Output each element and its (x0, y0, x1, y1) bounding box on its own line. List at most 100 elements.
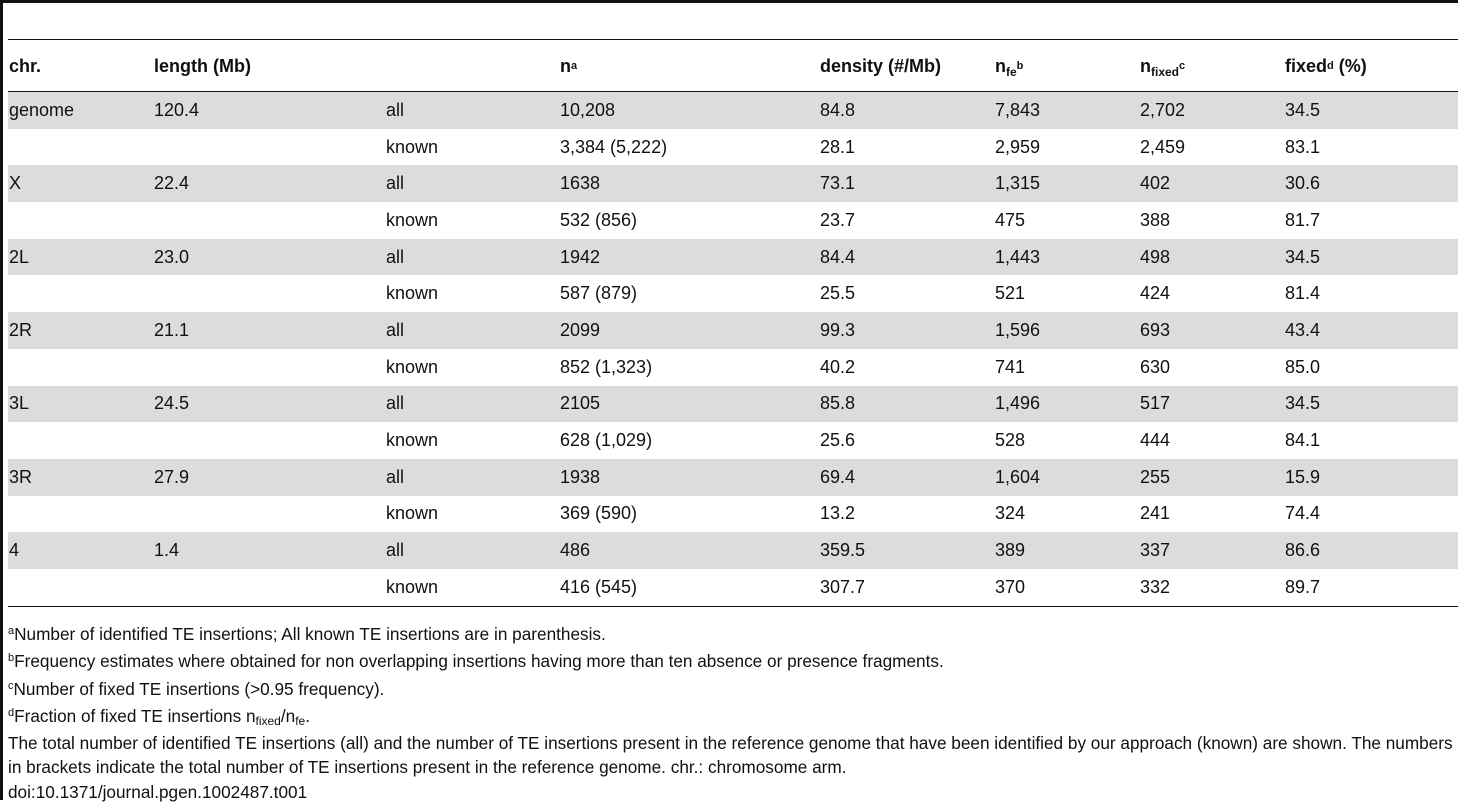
header-type (385, 40, 559, 92)
table-bottom-rule (8, 605, 1458, 607)
cell-nfe: 1,443 (994, 238, 1139, 276)
cell-density: 40.2 (820, 356, 856, 377)
page-left-border (0, 0, 3, 800)
cell-n: 2105 (559, 385, 819, 423)
cell-chr: X (8, 165, 153, 203)
footnote-a: aNumber of identified TE insertions; All… (8, 622, 1456, 649)
cell-n: 852 (1,323) (560, 356, 653, 377)
cell-length: 120.4 (153, 92, 385, 129)
cell-nfe: 528 (995, 430, 1026, 451)
footnote-d-sub-fe: fe (295, 713, 306, 728)
cell-n: 369 (590) (560, 503, 638, 524)
cell-chr: 3L (8, 385, 153, 423)
footnote-a-text: Number of identified TE insertions; All … (14, 624, 606, 644)
cell-chr (8, 569, 153, 606)
table-row: 2L 23.0 all 1942 84.4 1,443 498 34.5 (8, 238, 1458, 276)
cell-chr (8, 129, 153, 166)
cell-chr (8, 496, 153, 533)
header-length: length (Mb) (154, 55, 251, 76)
header-nfe-footnote-mark: b (1016, 59, 1024, 72)
table-row: 3R 27.9 all 1938 69.4 1,604 255 15.9 (8, 458, 1458, 496)
cell-nfe: 1,596 (994, 312, 1139, 349)
cell-length (153, 422, 385, 459)
cell-length (153, 275, 385, 312)
cell-n: 2099 (559, 312, 819, 349)
cell-fixed-percent: 34.5 (1284, 92, 1458, 129)
cell-density: 13.2 (820, 503, 856, 524)
cell-nfixed: 332 (1140, 576, 1171, 597)
cell-n: 1942 (559, 238, 819, 276)
cell-fixed-percent: 34.5 (1284, 238, 1458, 276)
cell-density: 84.4 (819, 238, 994, 276)
table-row: 3L 24.5 all 2105 85.8 1,496 517 34.5 (8, 385, 1458, 423)
table-row: 4 1.4 all 486 359.5 389 337 86.6 (8, 532, 1458, 569)
cell-nfixed: 388 (1140, 209, 1171, 230)
table-row: known 416 (545) 307.7 370 332 89.7 (8, 569, 1458, 606)
footnote-c: cNumber of fixed TE insertions (>0.95 fr… (8, 677, 1456, 704)
cell-nfe: 389 (994, 532, 1139, 569)
cell-type: all (385, 532, 559, 569)
cell-nfixed: 2,702 (1139, 92, 1284, 129)
header-nfe-sub: fe (1006, 64, 1017, 79)
cell-nfe: 521 (995, 283, 1026, 304)
cell-fixed-percent: 83.1 (1285, 136, 1321, 157)
footnote-b-mark: b (8, 652, 15, 665)
cell-chr: 4 (8, 532, 153, 569)
cell-length (153, 349, 385, 386)
cell-nfe: 741 (995, 356, 1026, 377)
table-row: known 628 (1,029) 25.6 528 444 84.1 (8, 422, 1458, 459)
cell-length (153, 202, 385, 239)
table-row: known 3,384 (5,222) 28.1 2,959 2,459 83.1 (8, 129, 1458, 166)
cell-n: 486 (559, 532, 819, 569)
cell-nfixed: 693 (1139, 312, 1284, 349)
table-row: known 587 (879) 25.5 521 424 81.4 (8, 275, 1458, 312)
cell-fixed-percent: 84.1 (1285, 430, 1321, 451)
footnote-d-mid: /n (280, 705, 296, 726)
table-row: known 532 (856) 23.7 475 388 81.7 (8, 202, 1458, 239)
cell-length (153, 129, 385, 166)
footnote-d-text-pre: Fraction of fixed TE insertions n (14, 705, 256, 726)
cell-fixed-percent: 85.0 (1285, 356, 1321, 377)
cell-length: 1.4 (153, 532, 385, 569)
top-rule (0, 0, 1458, 3)
cell-fixed-percent: 89.7 (1285, 576, 1321, 597)
te-insertions-table-container: chr. length (Mb) na density (#/Mb) nfeb … (8, 39, 1458, 607)
cell-length (153, 569, 385, 606)
cell-nfixed: 241 (1140, 503, 1171, 524)
cell-nfe: 1,604 (994, 458, 1139, 496)
cell-nfixed: 255 (1139, 458, 1284, 496)
table-body: genome 120.4 all 10,208 84.8 7,843 2,702 34.5 kn… (8, 92, 1458, 606)
cell-type: all (385, 312, 559, 349)
footnote-c-mark: c (8, 679, 14, 692)
header-nfixed-sub: fixed (1151, 64, 1180, 79)
cell-type: known (386, 503, 439, 524)
cell-density: 99.3 (819, 312, 994, 349)
footnote-b-text: Frequency estimates where obtained for n… (14, 651, 944, 672)
cell-nfixed: 498 (1139, 238, 1284, 276)
cell-length: 22.4 (153, 165, 385, 203)
cell-fixed-percent: 81.4 (1285, 283, 1321, 304)
cell-density: 307.7 (820, 576, 866, 597)
header-fixed-percent: fixedd (%) (1284, 40, 1458, 92)
cell-fixed-percent: 30.6 (1284, 165, 1458, 203)
cell-chr (8, 202, 153, 239)
header-row: chr. length (Mb) na density (#/Mb) nfeb … (8, 40, 1458, 92)
header-top-rule (8, 39, 1458, 40)
header-bottom-rule (8, 91, 1458, 92)
cell-fixed-percent: 86.6 (1284, 532, 1458, 569)
cell-type: all (385, 165, 559, 203)
header-nfe-base: n (995, 55, 1006, 76)
cell-nfixed: 337 (1139, 532, 1284, 569)
cell-chr: 2L (8, 238, 153, 276)
cell-type: known (386, 576, 439, 597)
cell-type: known (386, 136, 439, 157)
footnote-a-mark: a (8, 625, 15, 637)
cell-nfixed: 424 (1140, 283, 1171, 304)
cell-density: 84.8 (819, 92, 994, 129)
doi-link[interactable]: doi:10.1371/journal.pgen.1002487.t001 (8, 781, 308, 802)
cell-density: 73.1 (819, 165, 994, 203)
table-row: genome 120.4 all 10,208 84.8 7,843 2,702 34.5 (8, 92, 1458, 129)
footnote-b: bFrequency estimates where obtained for … (8, 649, 1456, 676)
header-nfixed-base: n (1140, 55, 1151, 76)
cell-type: known (386, 283, 439, 304)
